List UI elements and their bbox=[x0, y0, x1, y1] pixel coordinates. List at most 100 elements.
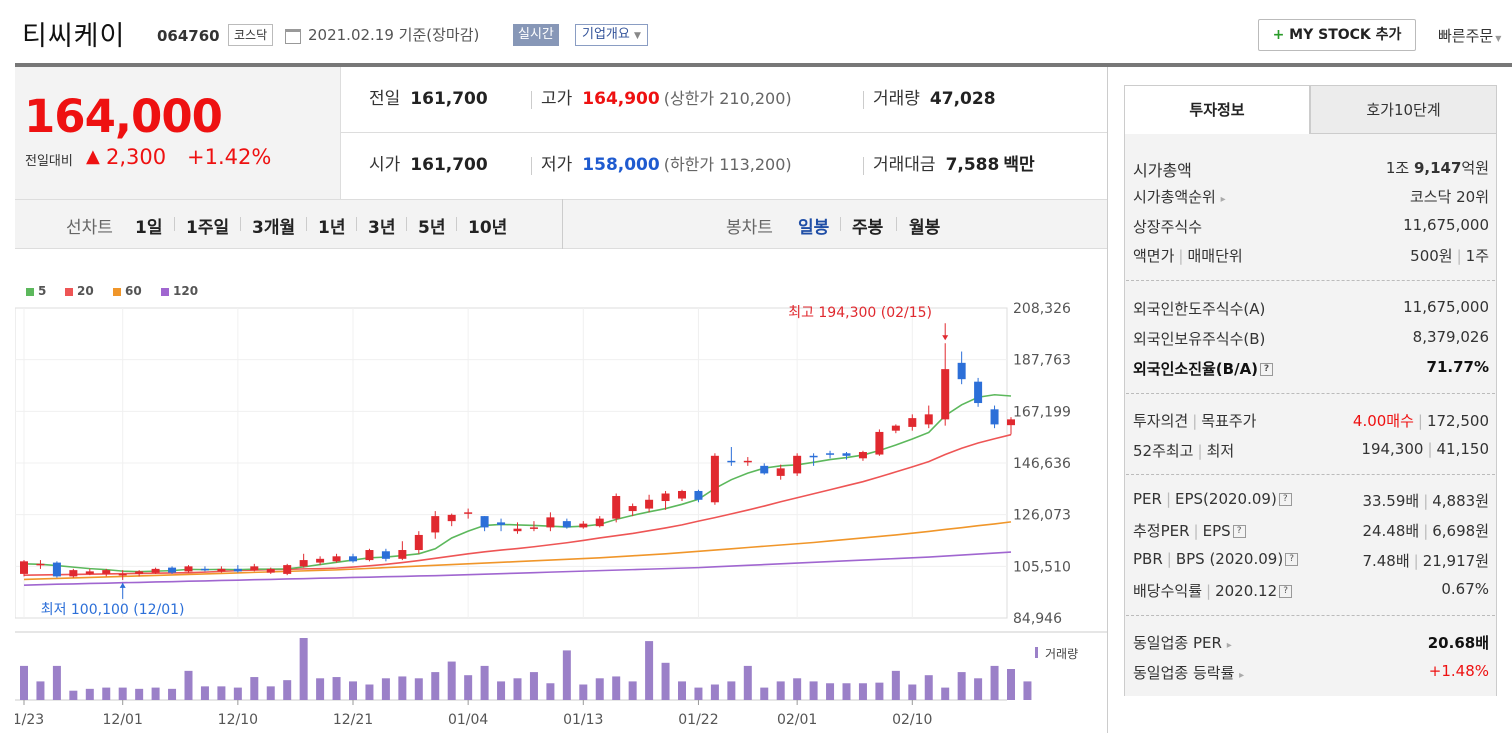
lot-label: 매매단위 bbox=[1187, 247, 1243, 265]
candle-body bbox=[595, 518, 604, 527]
market-cap-unit: 억원 bbox=[1461, 159, 1489, 177]
x-tick-label: 01/13 bbox=[563, 712, 603, 728]
candle-body bbox=[1007, 419, 1015, 426]
volume-bar bbox=[464, 675, 473, 700]
volume-bar bbox=[349, 681, 357, 700]
candle-body bbox=[612, 496, 621, 519]
volume-bar bbox=[447, 661, 456, 700]
candle-body bbox=[414, 534, 423, 551]
period-3y[interactable]: 3년 bbox=[368, 218, 396, 238]
par-label: 액면가 bbox=[1133, 247, 1175, 265]
info-row-per: PER | EPS(2020.09)? 33.59배 | 4,883원 bbox=[1133, 486, 1489, 514]
info-row-industry-per: 동일업종 PER ▸ 20.68배 bbox=[1133, 628, 1489, 656]
period-1y[interactable]: 1년 bbox=[318, 218, 346, 238]
volume-bar bbox=[793, 678, 802, 700]
volume-bar bbox=[727, 681, 736, 700]
industry-per-link[interactable]: 동일업종 PER ▸ bbox=[1133, 632, 1232, 653]
divider: | bbox=[1417, 412, 1423, 430]
lot-value: 1주 bbox=[1465, 247, 1489, 265]
chevron-down-icon: ▼ bbox=[1495, 34, 1502, 43]
divider: | bbox=[1178, 247, 1184, 265]
period-bar bbox=[15, 199, 1108, 249]
volume-bar bbox=[612, 676, 621, 700]
dividend-year: 2020.12 bbox=[1215, 582, 1278, 600]
candle-body bbox=[974, 381, 983, 404]
company-overview-button[interactable]: 기업개요 ▼ bbox=[575, 24, 648, 46]
eps-text: EPS(2020.09) bbox=[1175, 490, 1277, 508]
info-row-foreign-hold: 외국인보유주식수(B) 8,379,026 bbox=[1133, 324, 1489, 352]
low-cell: 저가 158,000 (하한가 113,200) bbox=[541, 133, 792, 199]
open-cell: 시가 161,700 bbox=[369, 133, 488, 199]
divider bbox=[840, 217, 841, 231]
stock-chart[interactable]: 208,326 187,763 167,199 146,636 126,073 105,5… bbox=[15, 296, 1107, 733]
candle-daily[interactable]: 일봉 bbox=[798, 218, 830, 238]
help-icon[interactable]: ? bbox=[1279, 585, 1293, 598]
volume-bar bbox=[974, 678, 983, 700]
period-1w[interactable]: 1주일 bbox=[186, 218, 230, 238]
industry-per-text: 동일업종 PER bbox=[1133, 634, 1222, 652]
volume-bar bbox=[957, 672, 966, 700]
candle-body bbox=[365, 550, 374, 561]
52week-value: 194,300 | 41,150 bbox=[1361, 440, 1489, 458]
industry-rate-value: +1.48% bbox=[1428, 662, 1489, 680]
tab-invest-info[interactable]: 투자정보 bbox=[1124, 85, 1310, 134]
divider bbox=[306, 217, 307, 231]
divider: | bbox=[1456, 247, 1462, 265]
period-3m[interactable]: 3개월 bbox=[252, 218, 296, 238]
period-1d[interactable]: 1일 bbox=[135, 218, 163, 238]
info-row-foreign-ratio: 외국인소진율(B/A)? 71.77% bbox=[1133, 354, 1489, 382]
high52-number: 194,300 bbox=[1361, 440, 1424, 458]
realtime-button[interactable]: 실시간 bbox=[513, 24, 559, 46]
max-arrow-icon bbox=[942, 335, 949, 341]
rank-link[interactable]: 시가총액순위 ▸ bbox=[1133, 186, 1226, 207]
volume-bar bbox=[217, 686, 226, 700]
volume-bar bbox=[283, 680, 292, 700]
base-date: 2021.02.19 기준(장마감) bbox=[308, 26, 480, 44]
period-divider bbox=[562, 199, 563, 249]
volume-bar bbox=[480, 665, 489, 700]
est-eps-number: 6,698원 bbox=[1432, 522, 1489, 540]
industry-rate-link[interactable]: 동일업종 등락률 ▸ bbox=[1133, 662, 1244, 683]
candle-body bbox=[497, 522, 506, 525]
candle-body bbox=[793, 455, 802, 474]
candle-monthly[interactable]: 월봉 bbox=[909, 218, 941, 238]
min-arrow-icon bbox=[119, 582, 126, 588]
volume-bar bbox=[102, 687, 111, 700]
y-tick-label: 84,946 bbox=[1013, 611, 1062, 627]
add-mystock-button[interactable]: + MY STOCK 추가 bbox=[1258, 19, 1416, 51]
shares-value: 11,675,000 bbox=[1403, 216, 1489, 234]
volume-bar bbox=[875, 682, 884, 700]
period-10y[interactable]: 10년 bbox=[468, 218, 508, 238]
per-text: PER bbox=[1133, 490, 1162, 508]
candle-weekly[interactable]: 주봉 bbox=[852, 218, 884, 238]
amount-cell: 거래대금 7,588 백만 bbox=[873, 133, 1035, 199]
market-cap-value: 1조 9,147억원 bbox=[1386, 157, 1489, 178]
help-icon[interactable]: ? bbox=[1278, 493, 1292, 506]
period-5y[interactable]: 5년 bbox=[418, 218, 446, 238]
top-divider-right bbox=[1108, 63, 1512, 67]
candle-body bbox=[332, 556, 341, 562]
help-icon[interactable]: ? bbox=[1232, 525, 1246, 538]
candle-body bbox=[858, 452, 867, 459]
low-value: 158,000 bbox=[582, 155, 660, 175]
per-number: 33.59배 bbox=[1362, 492, 1420, 510]
divider bbox=[456, 217, 457, 231]
quick-order-button[interactable]: 빠른주문 ▼ bbox=[1438, 25, 1501, 46]
help-icon[interactable]: ? bbox=[1260, 363, 1274, 376]
divider bbox=[240, 217, 241, 231]
candle-body bbox=[710, 455, 719, 503]
candle-body bbox=[957, 362, 966, 380]
prev-compare-label: 전일대비 bbox=[25, 154, 73, 169]
opinion-text: 투자의견 bbox=[1133, 412, 1189, 430]
volume-bar bbox=[990, 665, 999, 700]
candle-body bbox=[678, 490, 686, 499]
volume-bar bbox=[760, 687, 769, 700]
tab-hoga-10[interactable]: 호가10단계 bbox=[1310, 85, 1497, 134]
dividend-label: 배당수익률 | 2020.12? bbox=[1133, 580, 1293, 601]
x-tick-label: 12/10 bbox=[218, 712, 258, 728]
line-chart-label: 선차트 bbox=[66, 218, 113, 238]
upper-limit: (상한가 210,200) bbox=[663, 89, 792, 108]
volume-bar bbox=[579, 684, 588, 700]
help-icon[interactable]: ? bbox=[1285, 553, 1299, 566]
candle-body bbox=[118, 573, 127, 576]
